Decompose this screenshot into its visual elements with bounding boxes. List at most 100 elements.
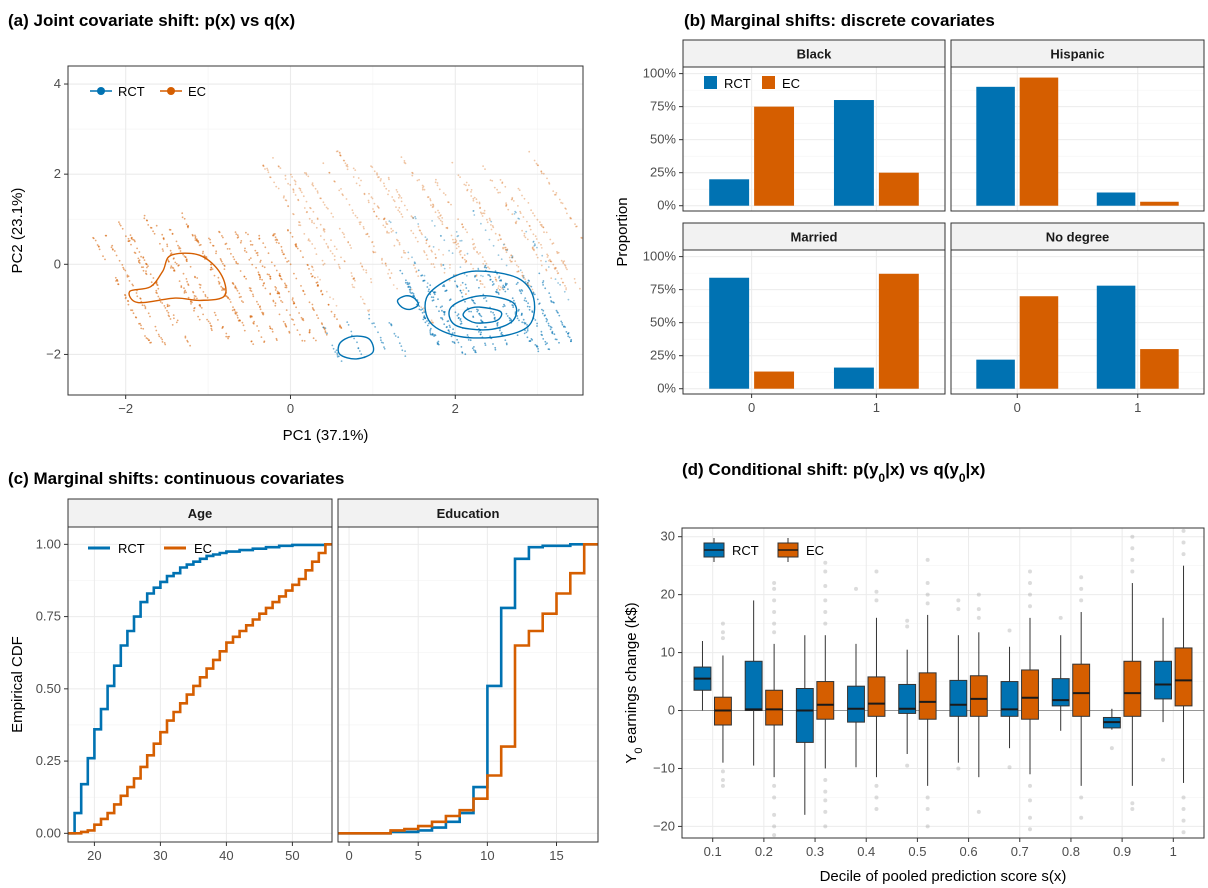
outlier-point (1130, 807, 1135, 812)
data-point (502, 246, 504, 249)
y-tick-label: 0% (657, 381, 676, 396)
data-point (563, 290, 566, 293)
data-point (295, 245, 297, 248)
data-point (299, 189, 302, 192)
data-point (147, 265, 149, 267)
data-point (386, 231, 388, 234)
data-point (473, 242, 475, 245)
data-point (269, 176, 272, 179)
data-point (525, 300, 528, 303)
data-point (312, 269, 315, 272)
data-point (428, 288, 430, 291)
data-point (284, 199, 287, 202)
data-point (470, 189, 473, 191)
data-point (429, 284, 432, 287)
data-point (447, 329, 450, 332)
data-point (386, 223, 389, 226)
data-point (316, 190, 319, 193)
data-point (118, 223, 121, 225)
data-point (311, 183, 314, 186)
data-point (490, 220, 493, 223)
data-point (346, 163, 349, 166)
data-point (407, 257, 410, 260)
data-point (404, 350, 406, 352)
outlier-point (1028, 569, 1032, 574)
data-point (521, 194, 523, 197)
data-point (332, 347, 335, 350)
panel-b-black-strip (682, 39, 946, 68)
data-point (435, 178, 437, 181)
panel-c-age-strip (67, 498, 333, 528)
data-point (483, 209, 486, 212)
data-point (284, 257, 287, 259)
data-point (147, 224, 150, 226)
data-point (484, 229, 487, 232)
data-point (473, 346, 475, 348)
data-point (541, 225, 543, 228)
outlier-point (905, 763, 910, 768)
data-point (262, 165, 265, 168)
data-point (542, 280, 545, 282)
data-point (281, 249, 283, 252)
data-point (168, 304, 171, 307)
box-iqr (949, 679, 968, 717)
data-point (552, 263, 555, 266)
data-point (443, 284, 445, 286)
data-point (483, 286, 486, 288)
data-point (196, 277, 199, 279)
data-point (368, 317, 371, 320)
data-point (242, 301, 245, 303)
data-point (333, 315, 336, 318)
data-point (164, 307, 167, 309)
data-point (338, 355, 340, 358)
data-point (202, 291, 205, 293)
data-point (477, 268, 480, 271)
data-point (287, 229, 289, 232)
data-point (497, 254, 500, 256)
data-point (189, 344, 192, 347)
data-point (496, 289, 498, 291)
data-point (353, 277, 356, 280)
data-point (549, 260, 552, 263)
outlier-point (1130, 546, 1135, 551)
data-point (269, 327, 272, 330)
data-point (494, 276, 497, 279)
data-point (504, 290, 507, 293)
data-point (414, 215, 416, 218)
data-point (440, 214, 442, 217)
data-point (243, 275, 246, 278)
data-point (371, 241, 374, 243)
data-point (320, 197, 322, 200)
data-point (278, 313, 281, 316)
data-point (490, 228, 493, 231)
data-point (513, 299, 515, 302)
data-point (118, 259, 121, 262)
data-point (532, 248, 534, 250)
data-point (540, 170, 543, 173)
data-point (324, 327, 327, 329)
data-point (484, 296, 487, 299)
data-point (461, 256, 464, 259)
data-point (309, 240, 311, 242)
data-point (236, 316, 239, 319)
outlier-point (823, 560, 828, 565)
data-point (349, 244, 351, 247)
data-point (179, 250, 182, 252)
data-point (299, 188, 302, 190)
data-point (295, 277, 298, 280)
data-point (436, 184, 439, 187)
data-point (303, 233, 306, 235)
data-point (316, 218, 319, 221)
data-point (460, 320, 463, 323)
data-point (474, 349, 477, 352)
data-point (200, 307, 203, 309)
data-point (478, 286, 480, 289)
data-point (534, 235, 537, 238)
data-point (461, 295, 464, 298)
data-point (97, 245, 100, 248)
y-tick-label: 20 (661, 587, 675, 602)
data-point (526, 329, 529, 332)
x-tick-label: 15 (549, 848, 563, 863)
data-point (453, 332, 456, 334)
data-point (328, 171, 331, 174)
